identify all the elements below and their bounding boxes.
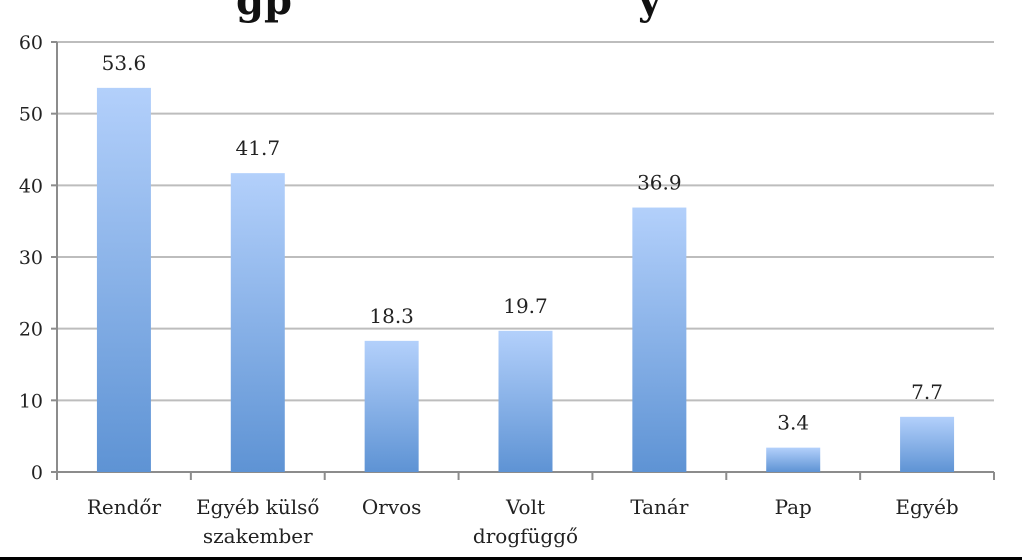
bottom-border: [0, 557, 1022, 560]
data-label: 53.6: [102, 51, 147, 75]
y-tick-label: 50: [19, 104, 43, 126]
y-tick-label: 60: [19, 32, 43, 54]
x-category-label: Egyéb: [895, 495, 958, 519]
gridlines: [57, 41, 994, 402]
chart-title-partial: gp: [236, 0, 292, 24]
data-label: 18.3: [369, 304, 414, 328]
bar: [766, 447, 821, 472]
data-label: 19.7: [503, 294, 548, 318]
bar: [230, 173, 285, 472]
x-category-label: Volt drogfüggő: [473, 495, 578, 548]
bar: [632, 207, 687, 473]
data-label: 7.7: [911, 380, 943, 404]
y-tick-label: 20: [19, 319, 43, 341]
y-tick-label: 40: [19, 175, 43, 197]
bar: [364, 340, 419, 472]
x-category-label: Orvos: [362, 495, 422, 519]
x-category-label: Rendőr: [87, 495, 162, 519]
y-tick-label: 0: [31, 462, 43, 484]
bar: [498, 330, 553, 472]
x-category-label: Tanár: [630, 495, 689, 519]
x-category-label: Egyéb külső szakember: [196, 495, 319, 548]
x-category-label: Pap: [775, 495, 812, 519]
labels: 0 10 20 30 40 50 60 53.6 Rendőr 41.7 Egyéb külső sz…: [19, 32, 959, 548]
data-label: 36.9: [637, 171, 682, 195]
bar: [900, 416, 955, 472]
bar: [96, 87, 151, 472]
data-label: 3.4: [777, 411, 809, 435]
data-label: 41.7: [236, 136, 281, 160]
bars: [96, 87, 955, 473]
chart-title-partial-2: y: [637, 0, 663, 24]
y-tick-label: 30: [19, 247, 43, 269]
y-tick-label: 10: [19, 390, 43, 412]
